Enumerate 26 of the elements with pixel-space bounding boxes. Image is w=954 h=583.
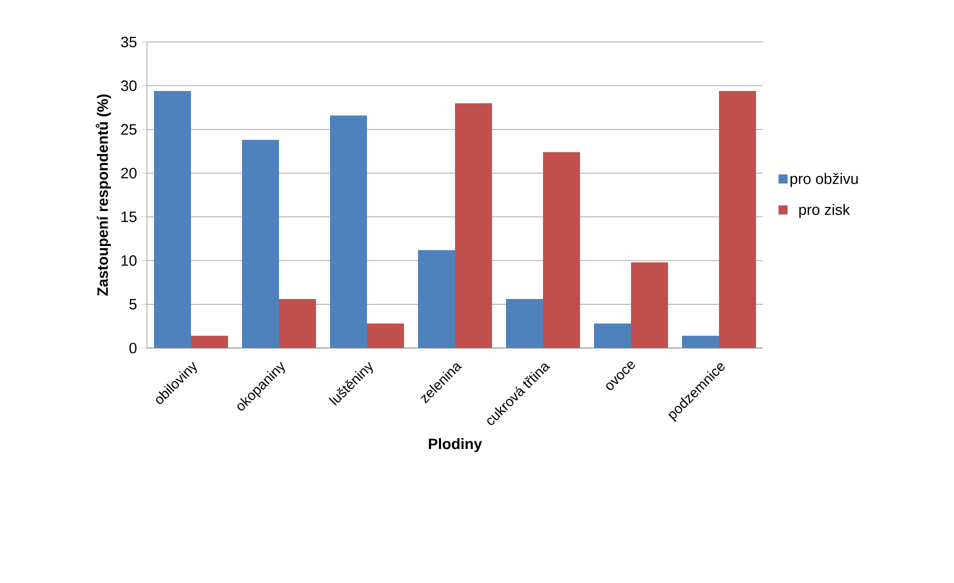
bar	[543, 152, 580, 348]
bar	[631, 262, 668, 348]
bar	[594, 324, 631, 348]
legend-label: pro zisk	[799, 204, 850, 218]
y-axis-title: Zastoupení respondentů (%)	[96, 94, 111, 296]
bar	[191, 336, 228, 348]
bar	[242, 140, 279, 348]
bar	[279, 299, 316, 348]
bar	[506, 299, 543, 348]
bar	[418, 250, 455, 348]
y-tick-label: 30	[121, 80, 137, 92]
y-tick-label: 25	[121, 124, 137, 135]
y-tick-label: 10	[122, 255, 137, 266]
legend-label: pro obživu	[790, 173, 858, 188]
y-tick-label: 20	[121, 168, 137, 178]
y-tick-label: 35	[121, 36, 137, 48]
x-axis-title: Plodiny	[428, 438, 482, 452]
bar	[367, 324, 404, 348]
bar	[330, 115, 367, 348]
y-tick-label: 5	[129, 299, 137, 310]
bar	[719, 90, 756, 348]
y-tick-label: 0	[129, 342, 137, 354]
bar	[682, 336, 719, 348]
y-tick-label: 15	[122, 212, 137, 222]
bar	[154, 90, 191, 348]
bar	[455, 103, 492, 348]
